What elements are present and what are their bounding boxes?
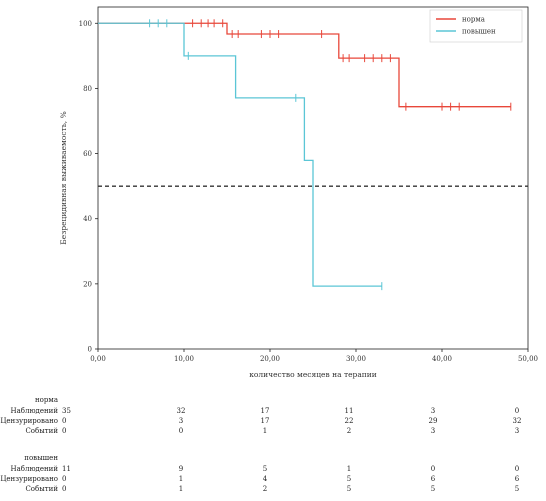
y-tick-label: 0 xyxy=(88,346,92,354)
risk-cell: 5 xyxy=(514,485,520,493)
legend-label: повышен xyxy=(462,28,496,36)
risk-cell: 32 xyxy=(512,417,522,425)
risk-cell: 6 xyxy=(514,475,520,483)
risk-cell: 5 xyxy=(346,475,352,483)
risk-cell: 35 xyxy=(62,407,71,415)
y-tick-label: 80 xyxy=(83,85,92,93)
survival-chart: 0,00 10,00 20,00 30,00 40,00 50,00 0 20 40 60 80 1… xyxy=(59,6,538,379)
legend-box xyxy=(429,9,523,43)
x-tick-label: 0,00 xyxy=(90,355,106,363)
series-line-1 xyxy=(98,22,511,108)
risk-cell: 2 xyxy=(262,485,268,493)
risk-cell: 1 xyxy=(262,427,268,435)
risk-cell: 9 xyxy=(178,465,184,473)
risk-cell: 0 xyxy=(514,465,520,473)
x-axis-ticks: 0,00 10,00 20,00 30,00 40,00 50,00 xyxy=(90,349,538,363)
legend-label: норма xyxy=(462,16,485,24)
risk-cell: 4 xyxy=(262,475,268,483)
x-tick-label: 50,00 xyxy=(518,355,538,363)
risk-cell: 3 xyxy=(430,407,436,415)
risk-cell: 0 xyxy=(62,427,67,435)
y-tick-label: 20 xyxy=(83,280,92,288)
risk-cell: 1 xyxy=(178,475,184,483)
risk-cell: 11 xyxy=(62,465,71,473)
x-tick-label: 30,00 xyxy=(346,355,366,363)
x-axis-label: количество месяцев на терапии xyxy=(249,370,377,379)
risk-cell: 32 xyxy=(176,407,186,415)
risk-row-label: Наблюдений xyxy=(10,407,58,415)
x-tick-label: 20,00 xyxy=(260,355,280,363)
risk-cell: 5 xyxy=(430,485,436,493)
x-tick-label: 10,00 xyxy=(174,355,194,363)
risk-row-label: Событий xyxy=(25,485,58,493)
risk-cell: 11 xyxy=(344,407,354,415)
risk-cell: 0 xyxy=(62,475,67,483)
risk-cell: 0 xyxy=(430,465,436,473)
risk-cell: 22 xyxy=(344,417,354,425)
y-tick-label: 60 xyxy=(83,150,92,158)
risk-cell: 3 xyxy=(430,427,436,435)
y-tick-label: 40 xyxy=(83,215,92,223)
risk-cell: 3 xyxy=(514,427,520,435)
risk-cell: 0 xyxy=(178,427,184,435)
risk-cell: 5 xyxy=(346,485,352,493)
risk-row-label: Наблюдений xyxy=(10,465,58,473)
series-line-2 xyxy=(98,22,382,287)
y-tick-label: 100 xyxy=(79,20,92,28)
risk-cell: 3 xyxy=(178,417,184,425)
risk-cell: 5 xyxy=(262,465,268,473)
risk-cell: 29 xyxy=(428,417,438,425)
x-tick-label: 40,00 xyxy=(432,355,452,363)
risk-row-label: Цензурировано xyxy=(0,475,58,483)
y-axis-ticks: 0 20 40 60 80 100 xyxy=(79,20,98,354)
risk-cell: 2 xyxy=(346,427,352,435)
y-axis-label: Безрецидивная выживаемость, % xyxy=(59,111,68,244)
risk-cell: 17 xyxy=(260,407,270,415)
risk-group-name: повышен xyxy=(24,454,58,462)
risk-row-label: Событий xyxy=(25,427,58,435)
risk-row-label: Цензурировано xyxy=(0,417,58,425)
risk-cell: 0 xyxy=(62,417,67,425)
risk-cell: 0 xyxy=(62,485,67,493)
legend: норма повышен xyxy=(429,9,523,43)
series-group xyxy=(98,19,512,291)
risk-cell: 1 xyxy=(346,465,352,473)
risk-cell: 6 xyxy=(430,475,436,483)
risk-cell: 17 xyxy=(260,417,270,425)
risk-cell: 0 xyxy=(514,407,520,415)
risk-cell: 1 xyxy=(178,485,184,493)
